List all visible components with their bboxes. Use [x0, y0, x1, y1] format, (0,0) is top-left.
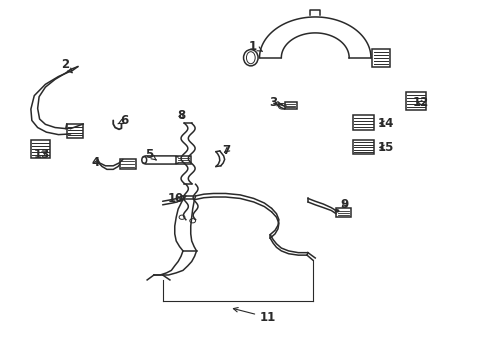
Text: 2: 2	[61, 58, 72, 73]
Text: 12: 12	[412, 96, 428, 109]
Bar	[31, 140, 50, 158]
Text: 5: 5	[145, 148, 156, 161]
Bar	[406, 92, 426, 110]
Bar	[352, 140, 374, 154]
Bar	[176, 156, 191, 164]
Bar	[67, 124, 83, 138]
Bar	[285, 102, 297, 109]
Bar	[352, 116, 374, 130]
Text: 14: 14	[377, 117, 393, 130]
Text: 13: 13	[33, 148, 49, 161]
Text: 10: 10	[168, 192, 184, 205]
Text: 3: 3	[269, 96, 283, 109]
Text: 15: 15	[377, 141, 393, 154]
Circle shape	[335, 209, 340, 213]
Text: 4: 4	[92, 157, 100, 170]
Bar	[372, 49, 390, 67]
Text: 6: 6	[118, 114, 129, 127]
Text: 9: 9	[341, 198, 349, 211]
Bar	[336, 208, 351, 217]
Text: 7: 7	[222, 144, 231, 157]
Bar	[120, 159, 136, 169]
Text: 11: 11	[233, 307, 276, 324]
Text: 8: 8	[177, 109, 185, 122]
Text: 1: 1	[249, 40, 263, 53]
